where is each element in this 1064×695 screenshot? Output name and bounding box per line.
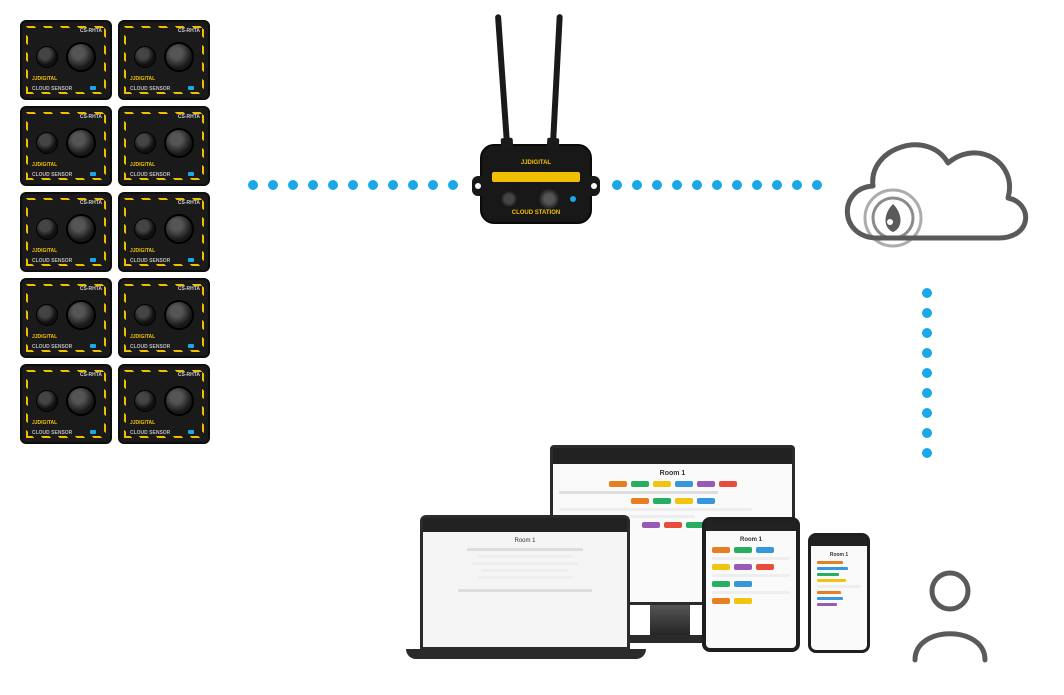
sensor-model-label: CS-RHTA — [80, 28, 102, 34]
cloud-sensor: CS-RHTAJJDIGITALCLOUD SENSOR — [118, 192, 210, 272]
cloud-sensor: CS-RHTAJJDIGITALCLOUD SENSOR — [20, 278, 112, 358]
gateway-brand-label: JJDIGITAL — [482, 160, 590, 166]
tablet-icon: Room 1 — [702, 517, 800, 652]
cloud-icon — [818, 108, 1038, 273]
cloud-sensor: CS-RHTAJJDIGITALCLOUD SENSOR — [20, 364, 112, 444]
cloud-sensor: CS-RHTAJJDIGITALCLOUD SENSOR — [118, 364, 210, 444]
antenna-icon — [550, 14, 563, 144]
cloud-sensor: CS-RHTA JJDIGITAL CLOUD SENSOR — [20, 20, 112, 100]
cloud-sensor: CS-RHTAJJDIGITALCLOUD SENSOR — [20, 106, 112, 186]
screen-title: Room 1 — [559, 470, 786, 477]
cloud-sensor: CS-RHTAJJDIGITALCLOUD SENSOR — [20, 192, 112, 272]
cloud-station-gateway: JJDIGITAL CLOUD STATION — [480, 144, 592, 224]
sensor-grid: CS-RHTA JJDIGITAL CLOUD SENSOR CS-RHTAJJ… — [20, 20, 210, 444]
cloud-sensor: CS-RHTAJJDIGITALCLOUD SENSOR — [118, 20, 210, 100]
gateway-product-label: CLOUD STATION — [482, 210, 590, 216]
connection-gateway-cloud — [612, 180, 822, 190]
laptop-icon: Room 1 — [420, 515, 630, 650]
sensor-product-label: CLOUD SENSOR — [32, 86, 72, 92]
smartphone-icon: Room 1 — [808, 533, 870, 653]
cloud-sensor: CS-RHTAJJDIGITALCLOUD SENSOR — [118, 278, 210, 358]
user-icon — [905, 565, 995, 670]
sensor-brand-label: JJDIGITAL — [32, 76, 57, 82]
connection-dot-icon — [248, 180, 258, 190]
sensor-led-icon — [90, 86, 96, 90]
connection-sensors-gateway — [248, 180, 458, 190]
client-devices: Room 1 Room 1 — [420, 445, 870, 675]
cloud-sensor: CS-RHTAJJDIGITALCLOUD SENSOR — [118, 106, 210, 186]
antenna-icon — [495, 14, 510, 144]
connection-cloud-devices — [922, 288, 932, 458]
